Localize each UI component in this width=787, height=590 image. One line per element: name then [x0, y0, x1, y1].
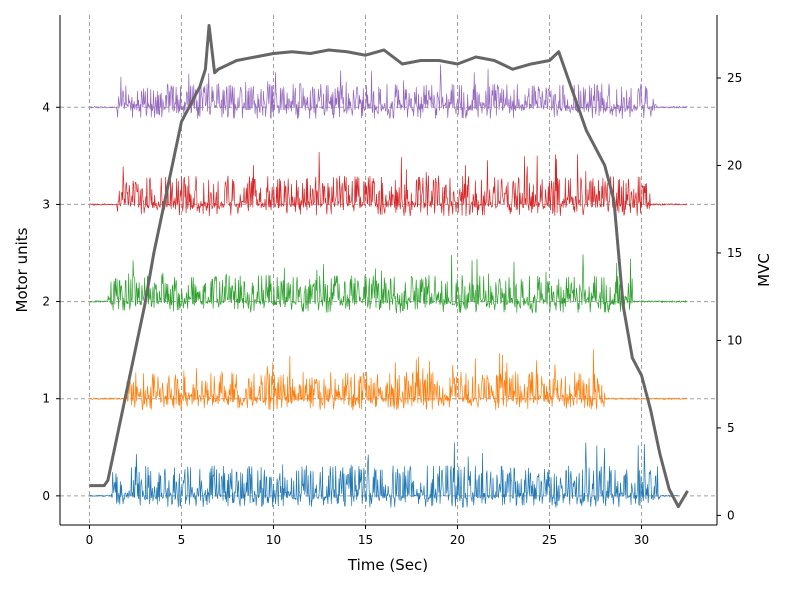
x-tick-label-6: 30 [634, 533, 649, 547]
y-right-tick-label-0: 0 [727, 508, 735, 522]
ticks-layer: 0 5 10 15 20 25 30 0 1 2 3 4 0 5 10 15 20 25 [42, 71, 742, 547]
y-tick-label-3: 3 [42, 197, 50, 211]
y-right-tick-label-2: 10 [727, 333, 742, 347]
emg-trace-3 [89, 152, 688, 217]
x-tick-label-1: 5 [178, 533, 186, 547]
y-tick-label-1: 1 [42, 392, 50, 406]
emg-trace-1 [89, 349, 688, 411]
y-right-tick-label-1: 5 [727, 421, 735, 435]
y-axis-right-label: MVC [755, 253, 773, 287]
emg-trace-2 [89, 254, 688, 314]
emg-layer [89, 64, 688, 508]
x-tick-label-4: 20 [450, 533, 465, 547]
emg-trace-0 [89, 442, 679, 508]
y-right-tick-label-5: 25 [727, 71, 742, 85]
mvc-line [89, 24, 689, 509]
y-tick-label-4: 4 [42, 100, 50, 114]
y-right-tick-label-3: 15 [727, 246, 742, 260]
axes-layer [59, 15, 718, 526]
x-tick-label-5: 25 [542, 533, 557, 547]
y-tick-label-0: 0 [42, 489, 50, 503]
y-axis-label: Motor units [13, 227, 31, 312]
grid-layer [60, 15, 717, 525]
emg-trace-4 [89, 64, 688, 119]
x-tick-label-3: 15 [358, 533, 373, 547]
x-tick-label-0: 0 [86, 533, 94, 547]
x-axis-label: Time (Sec) [347, 556, 428, 574]
mvc-layer [89, 24, 689, 509]
y-right-tick-label-4: 20 [727, 158, 742, 172]
x-tick-label-2: 10 [266, 533, 281, 547]
y-tick-label-2: 2 [42, 295, 50, 309]
